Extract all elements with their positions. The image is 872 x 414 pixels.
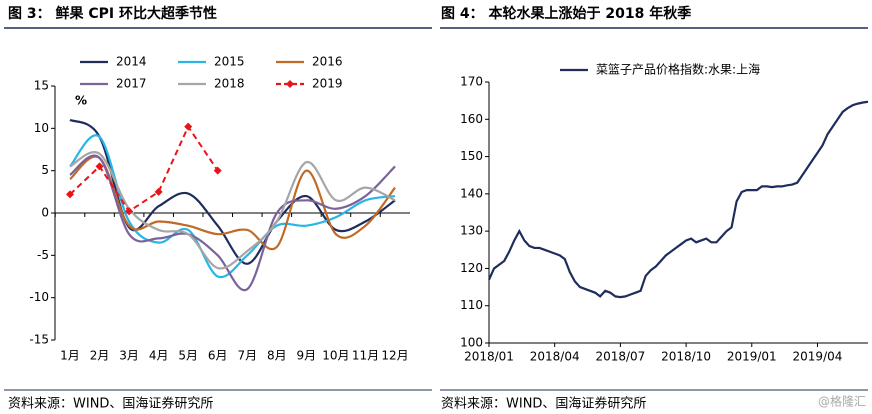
marker bbox=[125, 207, 134, 216]
watermark: @格隆汇 bbox=[818, 394, 866, 409]
y-tick-label: 110 bbox=[460, 298, 483, 312]
x-tick-label: 2018/10 bbox=[661, 350, 711, 364]
legend-label: 2018 bbox=[214, 77, 245, 91]
x-tick-label: 2019/04 bbox=[793, 350, 843, 364]
legend-label: 2014 bbox=[116, 55, 147, 69]
x-tick-label: 8月 bbox=[267, 349, 287, 363]
legend-label: 2017 bbox=[116, 77, 147, 91]
x-tick-label: 1月 bbox=[60, 349, 80, 363]
y-tick-label: 10 bbox=[34, 121, 49, 135]
x-tick-label: 10月 bbox=[322, 349, 349, 363]
legend-label: 2016 bbox=[312, 55, 343, 69]
x-tick-label: 9月 bbox=[297, 349, 317, 363]
marker bbox=[213, 166, 222, 175]
source: 资料来源：WIND、国海证券研究所 bbox=[441, 396, 646, 412]
x-tick-label: 2018/01 bbox=[464, 350, 514, 364]
chart-title: 图 4： 本轮水果上涨始于 2018 年秋季 bbox=[441, 5, 691, 22]
y-tick-label: -5 bbox=[37, 248, 49, 262]
x-tick-label: 3月 bbox=[119, 349, 139, 363]
series-line bbox=[69, 155, 396, 251]
chart-title: 图 3： 鲜果 CPI 环比大超季节性 bbox=[8, 5, 217, 22]
legend-label: 2015 bbox=[214, 55, 245, 69]
x-tick-label: 6月 bbox=[208, 349, 228, 363]
x-tick-label: 2月 bbox=[90, 349, 110, 363]
series-line bbox=[69, 151, 396, 270]
marker bbox=[184, 122, 193, 131]
y-tick-label: -10 bbox=[29, 290, 49, 304]
marker bbox=[66, 190, 74, 199]
y-tick-label: 170 bbox=[460, 75, 483, 89]
marker bbox=[95, 162, 104, 171]
y-tick-label: 5 bbox=[41, 163, 49, 177]
y-tick-label: 140 bbox=[460, 186, 483, 200]
y-tick-label: 15 bbox=[34, 79, 49, 93]
source: 资料来源：WIND、国海证券研究所 bbox=[8, 396, 213, 412]
y-tick-label: 100 bbox=[460, 336, 483, 350]
x-tick-label: 12月 bbox=[381, 349, 408, 363]
x-tick-label: 2019/01 bbox=[727, 350, 777, 364]
y-tick-label: 130 bbox=[460, 224, 483, 238]
y-tick-label: 160 bbox=[460, 112, 483, 126]
legend-label: 2019 bbox=[312, 77, 343, 91]
y-tick-label: 120 bbox=[460, 261, 483, 275]
x-tick-label: 2018/07 bbox=[595, 350, 645, 364]
y-tick-label: -15 bbox=[29, 333, 49, 347]
y-tick-label: 0 bbox=[41, 206, 49, 220]
series-line bbox=[69, 154, 396, 292]
annotation: % bbox=[75, 94, 87, 108]
x-tick-label: 11月 bbox=[352, 349, 379, 363]
y-tick-label: 150 bbox=[460, 149, 483, 163]
series-line bbox=[69, 124, 219, 213]
legend-marker bbox=[286, 80, 294, 88]
marker bbox=[154, 187, 163, 196]
series-line bbox=[487, 100, 869, 299]
x-tick-label: 5月 bbox=[178, 349, 198, 363]
x-tick-label: 7月 bbox=[237, 349, 257, 363]
x-tick-label: 2018/04 bbox=[530, 350, 580, 364]
legend-label: 菜篮子产品价格指数:水果:上海 bbox=[596, 62, 760, 77]
x-tick-label: 4月 bbox=[149, 349, 169, 363]
